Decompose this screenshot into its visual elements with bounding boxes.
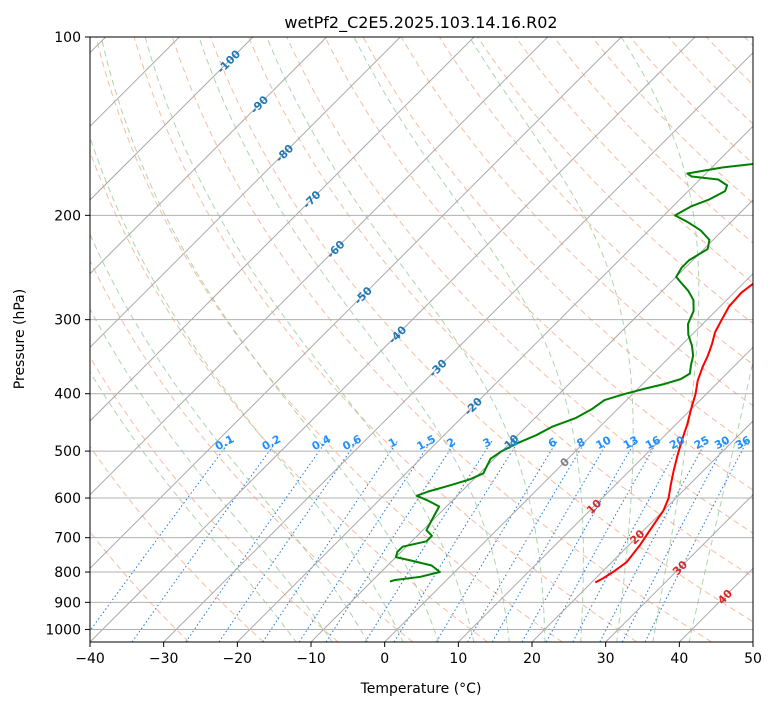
background-lines (90, 37, 753, 642)
isotherm-line (90, 37, 401, 349)
mixing-ratio-label: 10 (594, 433, 614, 452)
isotherm-line (90, 37, 622, 570)
y-tick-label: 900 (54, 595, 81, 611)
dry-adiabat (248, 37, 753, 578)
dry-adiabat (477, 37, 753, 325)
moist-adiabat (198, 37, 510, 642)
mixing-ratio-line (467, 440, 587, 642)
dry-adiabat (95, 37, 563, 642)
y-tick-label: 300 (54, 313, 81, 329)
x-axis-label: Temperature (°C) (360, 681, 482, 697)
y-axis-label: Pressure (hPa) (12, 289, 28, 389)
isotherm-line (384, 272, 753, 642)
mixing-ratio-line (131, 440, 278, 642)
y-tick-label: 200 (54, 208, 81, 224)
isotherm-line (90, 37, 696, 642)
dry-adiabat (324, 37, 753, 491)
moist-adiabat (90, 233, 369, 642)
x-tick-label: −30 (149, 651, 179, 667)
isotherm-line (457, 346, 753, 642)
x-tick-label: 10 (449, 651, 467, 667)
x-tick-label: −10 (296, 651, 326, 667)
mixing-ratio-line (325, 440, 457, 642)
dry-adiabat (171, 37, 712, 642)
dry-adiabat (90, 445, 264, 642)
series-layer (389, 163, 753, 584)
x-tick-label: 20 (523, 651, 541, 667)
y-tick-label: 100 (54, 30, 81, 46)
temperature-profile-line (594, 282, 753, 584)
ticks-layer: −40 −30 −20 −10 0 10 20 30 40 50 1000 900 800 700 600 5… (45, 30, 762, 667)
isotherm-line (605, 493, 753, 642)
mixing-ratio-line (545, 440, 659, 642)
moist-adiabat (688, 358, 753, 642)
moist-adiabat (90, 308, 333, 642)
chart-title: wetPf2_C2E5.2025.103.14.16.R02 (284, 13, 557, 33)
y-tick-label: 800 (54, 565, 81, 581)
dry-adiabat (591, 37, 753, 204)
mixing-ratio-line (572, 440, 683, 642)
isotherm-line (90, 37, 475, 422)
mixing-ratio-label: 20 (667, 433, 687, 452)
moist-adiabat (144, 37, 475, 642)
x-tick-label: 40 (670, 651, 688, 667)
mixing-ratio-line (644, 440, 748, 642)
mixing-ratio-line (521, 440, 637, 642)
x-tick-label: 30 (597, 651, 615, 667)
mixing-ratio-line (435, 440, 558, 642)
x-tick-label: −20 (223, 651, 253, 667)
dry-adiabat (629, 37, 753, 165)
y-tick-label: 400 (54, 387, 81, 403)
mixing-ratio-label: 36 (733, 433, 753, 452)
x-tick-label: −40 (75, 651, 105, 667)
y-tick-label: 1000 (45, 622, 81, 638)
isotherm-line (90, 37, 328, 275)
dry-adiabat (133, 37, 638, 642)
isotherm-line (90, 37, 549, 496)
plot-frame (89, 36, 754, 643)
moist-adiabat (100, 37, 439, 642)
y-tick-label: 500 (54, 444, 81, 460)
isotherm-line (310, 199, 753, 642)
moist-adiabat (90, 135, 404, 642)
moist-adiabat (90, 370, 297, 642)
y-tick-label: 700 (54, 531, 81, 547)
mixing-ratio-line (185, 440, 328, 642)
moist-adiabat (620, 37, 700, 642)
isotherm-line (531, 420, 753, 642)
mixing-ratio-label: 30 (712, 433, 732, 452)
dry-adiabat (400, 37, 753, 407)
moist-adiabat (469, 37, 634, 642)
mixing-ratio-label: 13 (621, 433, 641, 452)
mixing-ratio-line (298, 440, 432, 642)
dry-adiabat (210, 37, 753, 623)
mixing-ratio-line (262, 440, 399, 642)
x-tick-label: 50 (744, 651, 762, 667)
y-tick-label: 600 (54, 491, 81, 507)
mixing-ratio-line (364, 440, 493, 642)
isotherm-line (90, 37, 254, 201)
mixing-ratio-label: 25 (692, 433, 712, 452)
dry-adiabat (515, 37, 753, 284)
moist-adiabat (266, 37, 546, 642)
dewpoint-profile-line (389, 163, 753, 583)
mixing-ratio-label: 16 (643, 433, 663, 452)
mixing-ratio-line (218, 440, 358, 642)
mixing-ratio-line (90, 440, 231, 632)
isotherm-line (163, 51, 753, 642)
isotherm-line (236, 125, 753, 642)
dry-adiabat (90, 259, 414, 642)
x-tick-label: 0 (380, 651, 389, 667)
